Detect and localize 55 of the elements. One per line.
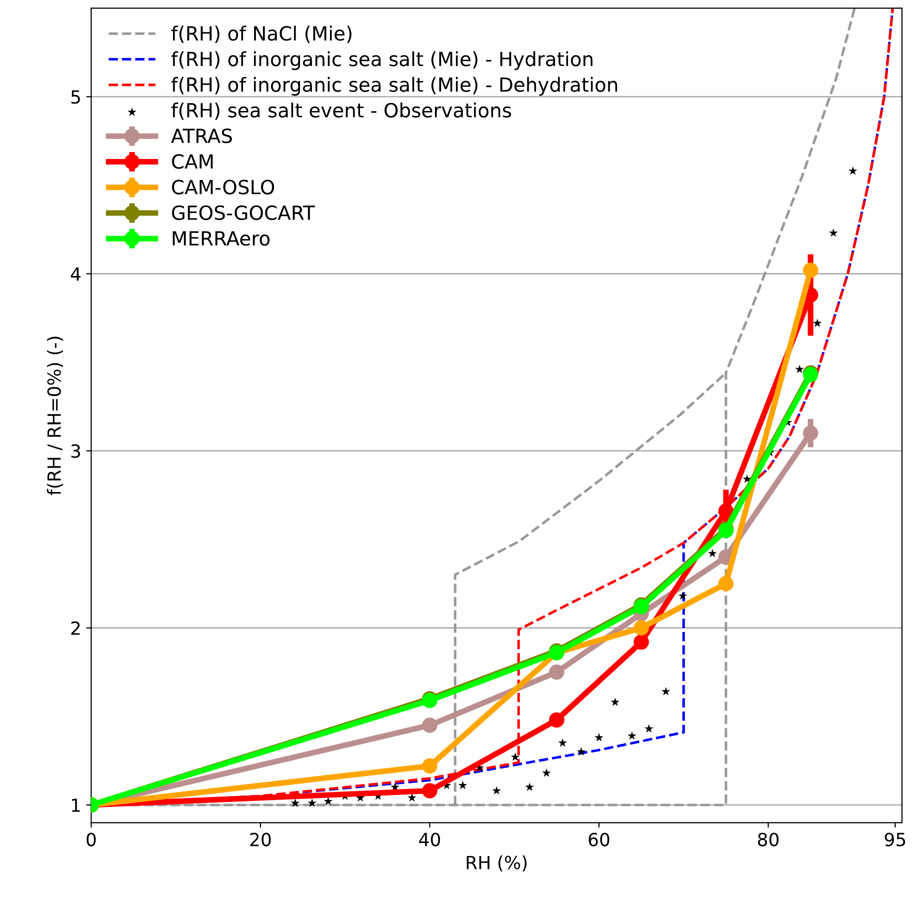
point <box>290 798 300 807</box>
x-tick-label: 60 <box>588 832 610 846</box>
point <box>848 166 858 175</box>
legend-label: MERRAero <box>172 231 270 246</box>
point <box>718 576 734 592</box>
y-tick-label: 2 <box>71 621 80 635</box>
point <box>812 318 822 328</box>
point <box>542 768 551 777</box>
point <box>634 634 649 650</box>
point <box>802 425 818 441</box>
y-axis-title: f(RH / RH=0%) (-) <box>46 336 64 496</box>
legend-label: CAM <box>172 154 213 169</box>
point <box>634 620 649 636</box>
point <box>678 591 688 600</box>
point <box>628 731 636 740</box>
y-tick-label: 5 <box>71 90 80 104</box>
x-tick-label: 95 <box>884 832 906 846</box>
x-tick-label: 40 <box>419 832 440 846</box>
legend-label: ATRAS <box>171 128 232 144</box>
point <box>718 503 734 519</box>
legend-label: f(RH) of NaCl (Mie) <box>171 26 352 43</box>
point <box>610 698 620 706</box>
x-axis-title: RH (%) <box>466 855 527 872</box>
point <box>795 364 804 374</box>
legend-label: CAM-OSLO <box>172 180 274 194</box>
point <box>828 228 838 237</box>
point <box>802 262 818 278</box>
point <box>458 780 468 790</box>
point <box>576 747 586 756</box>
point <box>510 752 520 761</box>
point <box>308 798 317 807</box>
y-tick-label: 3 <box>71 444 80 458</box>
point <box>408 793 416 802</box>
point <box>594 733 604 742</box>
legend-label: f(RH) of inorganic sea salt (Mie) - Dehydration <box>171 76 618 96</box>
y-tick-label: 4 <box>70 267 80 281</box>
point <box>422 783 438 798</box>
point <box>422 758 438 774</box>
legend-label: f(RH) sea salt event - Observations <box>171 102 512 120</box>
y-tick-label: 1 <box>72 798 80 812</box>
point <box>549 664 564 680</box>
point <box>708 548 717 558</box>
point <box>558 738 568 747</box>
x-tick-label: 0 <box>86 832 96 846</box>
point <box>661 686 670 696</box>
point <box>525 782 534 792</box>
legend-label: GEOS-GOCART <box>172 205 315 220</box>
x-tick-label: 20 <box>250 832 271 846</box>
point <box>422 718 438 733</box>
legend-label: f(RH) of inorganic sea salt (Mie) - Hydration <box>171 51 592 70</box>
point <box>492 786 502 795</box>
point <box>549 712 564 728</box>
x-tick-label: 80 <box>758 832 779 846</box>
point <box>644 724 654 733</box>
point <box>324 796 333 806</box>
